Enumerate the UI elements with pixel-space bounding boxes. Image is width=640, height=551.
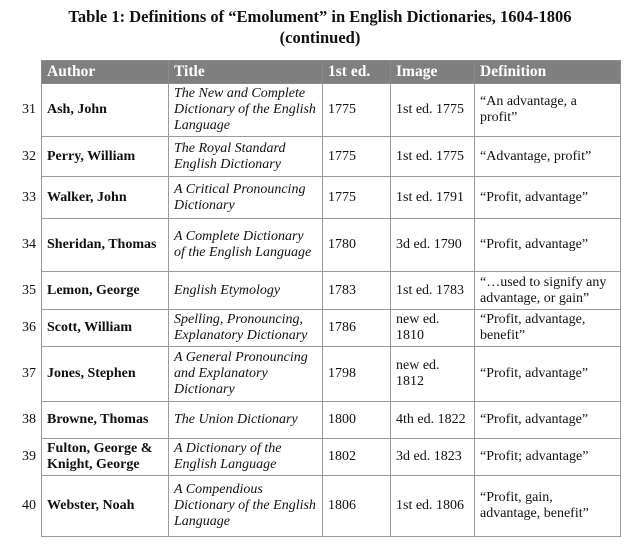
definition-cell: “…used to signify any advantage, or gain… [474,271,621,310]
author-cell: Sheridan, Thomas [41,218,169,272]
title-cell: A Compendious Dictionary of the English … [168,475,323,537]
header-row: Author Title 1st ed. Image Definition [12,60,621,84]
title-cell: The Royal Standard English Dictionary [168,136,323,177]
row-number: 37 [22,366,36,381]
definition-cell: “Profit, advantage” [474,401,621,439]
first-ed-cell: 1802 [322,438,391,476]
definition-cell: “Profit; advantage” [474,438,621,476]
header-title: Title [168,60,323,84]
definition-cell: “Profit, advantage” [474,218,621,272]
image-cell: 3d ed. 1790 [390,218,475,272]
image-cell: 1st ed. 1806 [390,475,475,537]
title-cell: The New and Complete Dictionary of the E… [168,83,323,137]
title-cell: Spelling, Pronouncing, Explanatory Dicti… [168,309,323,347]
author-cell: Webster, Noah [41,475,169,537]
row-number: 39 [22,449,36,464]
image-cell: new ed. 1810 [390,309,475,347]
first-ed-cell: 1798 [322,346,391,402]
header-first-ed: 1st ed. [322,60,391,84]
row-number: 33 [22,189,36,205]
caption-subtitle: (continued) [279,28,361,47]
first-ed-cell: 1800 [322,401,391,439]
first-ed-cell: 1786 [322,309,391,347]
table-row: 37 Jones, Stephen A General Pronouncing an… [12,346,621,402]
definition-cell: “Profit, advantage, benefit” [474,309,621,347]
title-cell: A Complete Dictionary of the English Lan… [168,218,323,272]
table-row: 35 Lemon, George English Etymology 1783 1st … [12,271,621,310]
first-ed-cell: 1780 [322,218,391,272]
header-author: Author [41,60,169,84]
image-cell: 1st ed. 1775 [390,136,475,177]
table-row: 32 Perry, William The Royal Standard Engli… [12,136,621,177]
table-row: 40 Webster, Noah A Compendious Dictionary … [12,475,621,537]
row-number: 38 [22,412,36,427]
first-ed-cell: 1775 [322,176,391,219]
table-row: 31 Ash, John The New and Complete Dictiona… [12,83,621,137]
table-row: 39 Fulton, George & Knight, George A Dicti… [12,438,621,476]
table-caption: Table 1: Definitions of “Emolument” in E… [0,6,640,48]
definitions-table: Author Title 1st ed. Image Definition 31… [12,60,621,537]
definition-cell: “Advantage, profit” [474,136,621,177]
first-ed-cell: 1775 [322,83,391,137]
title-cell: A Dictionary of the English Language [168,438,323,476]
author-cell: Fulton, George & Knight, George [41,438,169,476]
first-ed-cell: 1806 [322,475,391,537]
header-definition: Definition [474,60,621,84]
row-number: 36 [22,320,36,335]
table-row: 36 Scott, William Spelling, Pronouncing, E… [12,309,621,347]
author-cell: Jones, Stephen [41,346,169,402]
image-cell: 1st ed. 1791 [390,176,475,219]
table-row: 33 Walker, John A Critical Pronouncing Dic… [12,176,621,219]
image-cell: new ed. 1812 [390,346,475,402]
header-image: Image [390,60,475,84]
author-cell: Ash, John [41,83,169,137]
title-cell: A General Pronouncing and Explanatory Di… [168,346,323,402]
first-ed-cell: 1775 [322,136,391,177]
definition-cell: “Profit, advantage” [474,346,621,402]
table-row: 34 Sheridan, Thomas A Complete Dictionary … [12,218,621,272]
image-cell: 4th ed. 1822 [390,401,475,439]
author-cell: Walker, John [41,176,169,219]
title-cell: English Etymology [168,271,323,310]
row-number: 32 [22,148,36,164]
first-ed-cell: 1783 [322,271,391,310]
header-spacer [12,60,42,84]
title-cell: A Critical Pronouncing Dictionary [168,176,323,219]
author-cell: Lemon, George [41,271,169,310]
row-number: 34 [22,237,36,252]
caption-title: Table 1: Definitions of “Emolument” in E… [68,7,572,26]
row-number: 40 [22,498,36,513]
author-cell: Scott, William [41,309,169,347]
image-cell: 3d ed. 1823 [390,438,475,476]
row-number: 31 [22,102,36,117]
author-cell: Perry, William [41,136,169,177]
image-cell: 1st ed. 1783 [390,271,475,310]
author-cell: Browne, Thomas [41,401,169,439]
table-row: 38 Browne, Thomas The Union Dictionary 1800… [12,401,621,439]
definition-cell: “Profit, gain, advantage, benefit” [474,475,621,537]
row-number: 35 [22,282,36,298]
definition-cell: “An advantage, a profit” [474,83,621,137]
definition-cell: “Profit, advantage” [474,176,621,219]
image-cell: 1st ed. 1775 [390,83,475,137]
title-cell: The Union Dictionary [168,401,323,439]
